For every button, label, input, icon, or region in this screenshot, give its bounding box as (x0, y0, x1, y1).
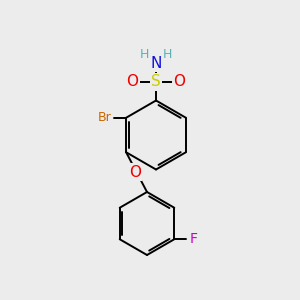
Text: O: O (173, 74, 185, 89)
Text: H: H (140, 48, 149, 62)
Text: O: O (129, 165, 141, 180)
Text: F: F (190, 232, 197, 246)
Text: O: O (127, 74, 139, 89)
Text: Br: Br (98, 111, 112, 124)
Text: S: S (151, 74, 161, 89)
Text: N: N (150, 56, 162, 71)
Text: H: H (163, 48, 172, 62)
